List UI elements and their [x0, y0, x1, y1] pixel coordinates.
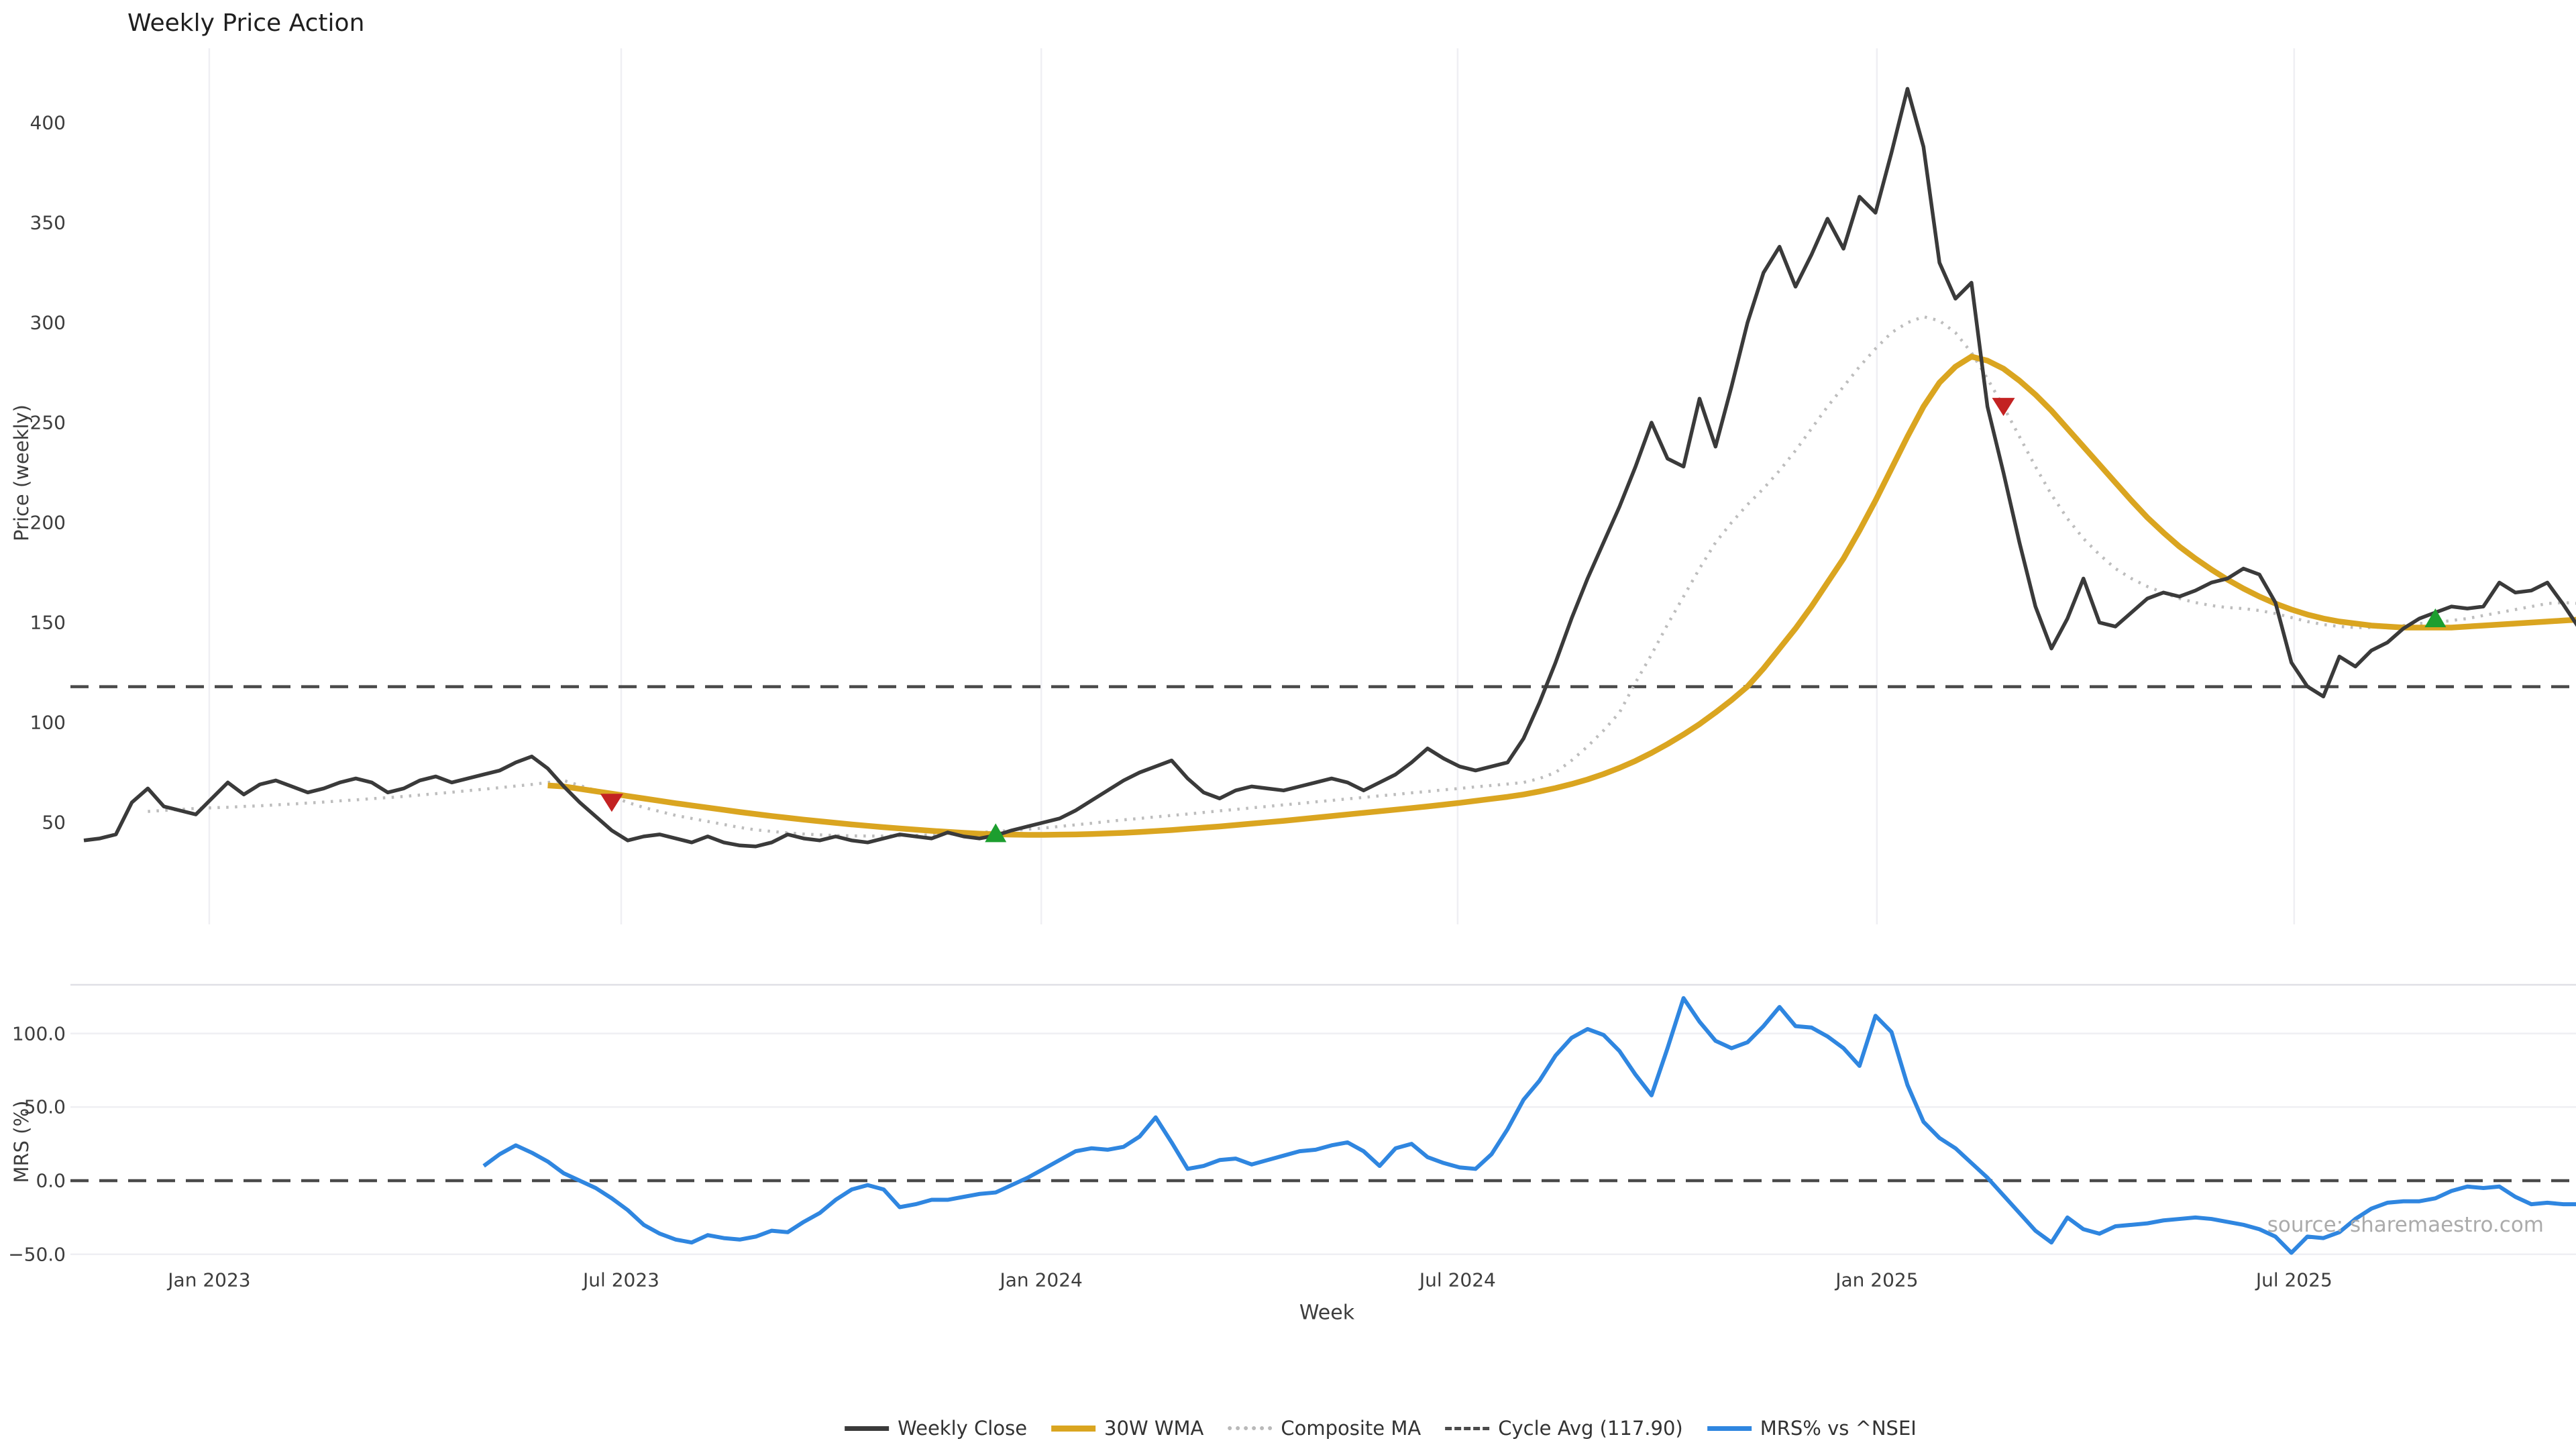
legend-item: 30W WMA — [1051, 1417, 1203, 1440]
legend-swatch-icon — [845, 1426, 890, 1431]
week-tick-label: Jan 2023 — [168, 1269, 251, 1291]
page-title: Weekly Price Action — [127, 9, 365, 37]
legend-label: 30W WMA — [1104, 1417, 1204, 1440]
legend-label: Weekly Close — [898, 1417, 1028, 1440]
legend-label: Composite MA — [1281, 1417, 1421, 1440]
legend-item: Weekly Close — [845, 1417, 1027, 1440]
price-tick-label: 350 — [30, 211, 66, 234]
buy-marker-icon — [2424, 608, 2447, 628]
price-tick-label: 300 — [30, 311, 66, 334]
mrs-tick-label: 0.0 — [36, 1169, 66, 1192]
week-tick-label: Jul 2024 — [1419, 1269, 1496, 1291]
legend-swatch-icon — [1707, 1426, 1752, 1431]
sell-marker-icon — [1992, 398, 2015, 417]
legend-label: MRS% vs ^NSEI — [1760, 1417, 1917, 1440]
sell-marker-icon — [600, 794, 623, 812]
wma-30w-line — [547, 354, 2576, 838]
week-tick-label: Jan 2025 — [1835, 1269, 1919, 1291]
price-tick-label: 250 — [30, 411, 66, 434]
week-tick-label: Jul 2023 — [583, 1269, 659, 1291]
legend-label: Cycle Avg (117.90) — [1498, 1417, 1683, 1440]
price-tick-label: 200 — [30, 511, 66, 534]
legend: Weekly Close 30W WMA Composite MA Cycle Avg… — [845, 1417, 1917, 1440]
mrs-tick-label: 100.0 — [11, 1022, 66, 1045]
legend-item: MRS% vs ^NSEI — [1707, 1417, 1917, 1440]
week-tick-label: Jul 2025 — [2255, 1269, 2332, 1291]
mrs-tick-label: −50.0 — [8, 1243, 66, 1266]
week-tick-label: Jan 2024 — [1000, 1269, 1083, 1291]
buy-marker-icon — [985, 823, 1007, 843]
watermark: source: sharemaestro.com — [2267, 1213, 2544, 1237]
mrs-line — [482, 996, 2576, 1255]
price-tick-label: 100 — [30, 711, 66, 734]
legend-swatch-icon — [1228, 1426, 1273, 1430]
composite-ma-line — [148, 315, 2576, 838]
mrs-tick-label: 50.0 — [23, 1095, 66, 1118]
weekly-close-line — [83, 87, 2576, 849]
legend-swatch-icon — [1445, 1426, 1490, 1430]
price-tick-label: 150 — [30, 611, 66, 634]
legend-item: Composite MA — [1228, 1417, 1421, 1440]
legend-item: Cycle Avg (117.90) — [1445, 1417, 1683, 1440]
x-axis-title: Week — [1299, 1301, 1355, 1325]
price-tick-label: 50 — [42, 811, 66, 834]
price-tick-label: 400 — [30, 111, 66, 134]
legend-swatch-icon — [1051, 1425, 1096, 1432]
